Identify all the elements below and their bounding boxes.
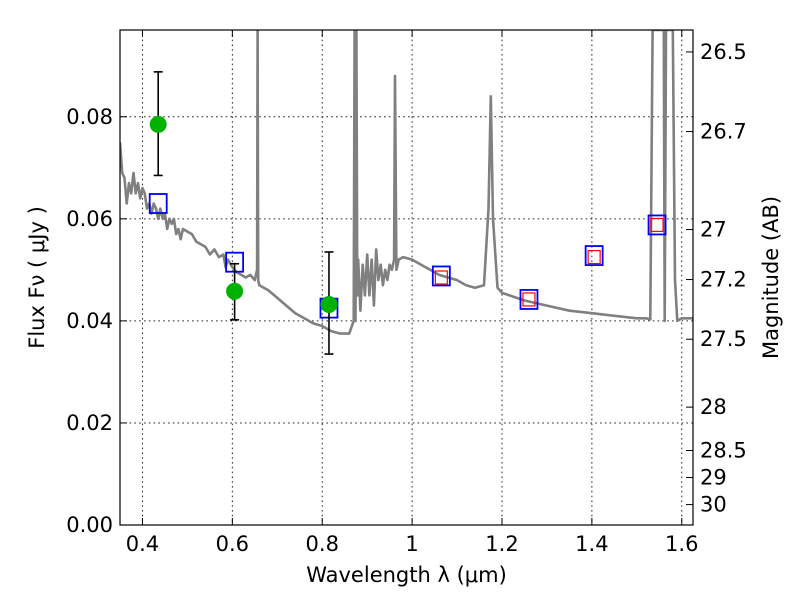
right-tick-label: 26.5 — [700, 40, 747, 64]
observed-point — [320, 296, 338, 314]
model-band-square — [519, 289, 539, 310]
model-band-square — [431, 265, 451, 287]
model-band-square — [647, 214, 667, 236]
right-tick-label: 27.5 — [700, 327, 747, 351]
synthetic-band-square — [587, 249, 601, 265]
right-tick-label: 27 — [700, 218, 727, 242]
y-tick-label: 0.00 — [66, 513, 113, 537]
synthetic-band-square — [434, 270, 448, 285]
model-band-square — [584, 245, 604, 266]
grid-layer — [120, 30, 693, 526]
synthetic-band-square — [650, 217, 664, 233]
right-y-axis-label: Magnitude (AB) — [759, 196, 783, 359]
x-tick-label: 1.6 — [665, 532, 698, 556]
y-tick-label: 0.02 — [66, 411, 113, 435]
x-tick-label: 0.4 — [126, 532, 159, 556]
model-sed-line — [120, 30, 693, 335]
synthetic-band-square — [522, 292, 536, 307]
right-tick-label: 28.5 — [700, 438, 747, 462]
y-tick-label: 0.06 — [66, 207, 113, 231]
x-axis-label: Wavelength λ (μm) — [306, 563, 507, 587]
y-tick-label: 0.08 — [66, 105, 113, 129]
x-tick-label: 0.8 — [306, 532, 339, 556]
y-tick-label: 0.04 — [66, 309, 113, 333]
model-band-square — [148, 193, 168, 214]
y-axis-label: Flux Fν ( μJy ) — [25, 206, 49, 349]
plot-frame — [119, 29, 694, 526]
right-tick-label: 30 — [700, 493, 727, 517]
tick-layer: 0.4 0.6 0.8 1 1.2 1.4 1.6 0.00 0.02 0.04 0.06 0.08 2… — [66, 30, 747, 556]
x-tick-label: 0.6 — [216, 532, 249, 556]
right-tick-label: 28 — [700, 395, 727, 419]
observed-point — [226, 282, 244, 300]
observed-point — [149, 115, 167, 133]
plot-layer — [120, 30, 693, 355]
right-tick-label: 26.7 — [700, 120, 747, 144]
right-tick-label: 27.2 — [700, 268, 747, 292]
x-tick-label: 1.2 — [485, 532, 518, 556]
x-tick-label: 1.4 — [575, 532, 608, 556]
right-tick-label: 29 — [700, 466, 727, 490]
x-tick-label: 1 — [405, 532, 418, 556]
